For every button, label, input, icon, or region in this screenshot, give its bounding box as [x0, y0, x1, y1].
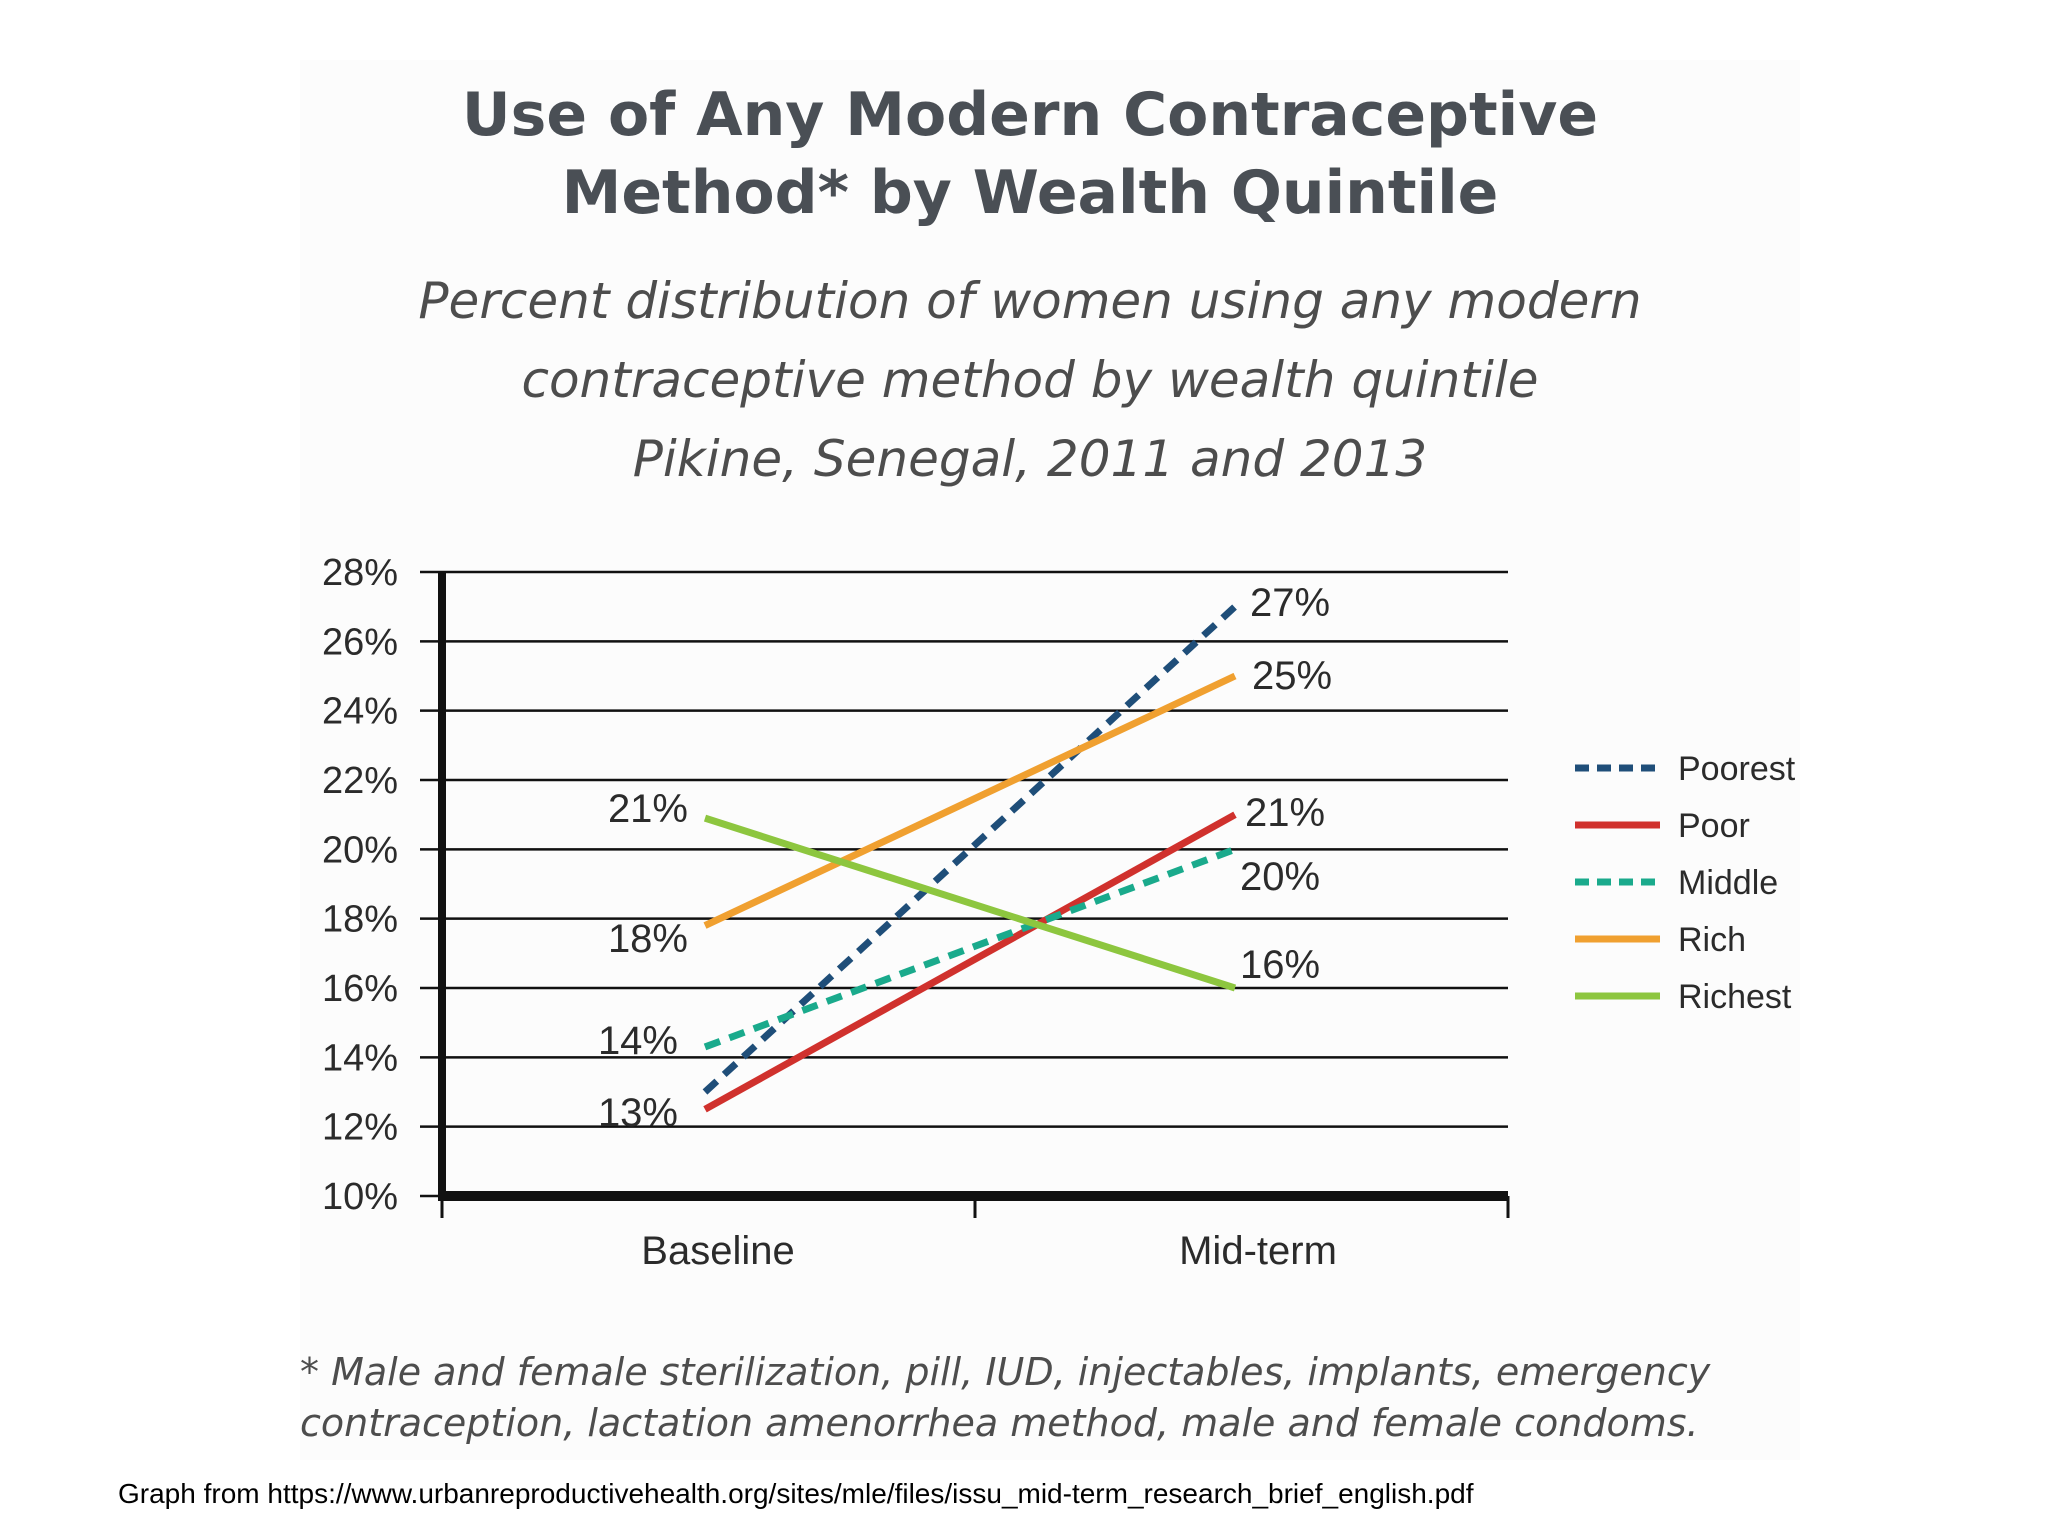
footnote: * Male and female sterilization, pill, I… — [300, 1350, 1711, 1445]
footnote-line-1: * Male and female sterilization, pill, I… — [300, 1350, 1711, 1394]
data-label-middle-baseline: 14% — [598, 1019, 678, 1063]
legend-label-rich: Rich — [1678, 921, 1746, 959]
x-category-label: Baseline — [641, 1229, 794, 1273]
chart-title: Use of Any Modern Contraceptive Method* … — [462, 80, 1598, 228]
y-tick-label: 26% — [322, 621, 398, 663]
data-label-poor-baseline: 13% — [598, 1091, 678, 1135]
legend-label-poor: Poor — [1678, 807, 1750, 845]
chart-subtitle-line-2: contraceptive method by wealth quintile — [521, 351, 1538, 409]
data-label-richest-midterm: 16% — [1240, 943, 1320, 987]
source-note: Graph from https://www.urbanreproductive… — [118, 1478, 1474, 1509]
data-label-poorest-midterm: 27% — [1250, 581, 1330, 625]
chart-title-line-1: Use of Any Modern Contraceptive — [462, 80, 1598, 150]
chart-subtitle: Percent distribution of women using any … — [418, 272, 1641, 488]
y-tick-label: 10% — [322, 1176, 398, 1218]
legend: Poorest Poor Middle Rich Richest — [1575, 750, 1796, 1016]
series-line-rich — [703, 672, 1237, 929]
x-axis-ticks: Baseline Mid-term — [440, 1196, 1510, 1273]
data-label-middle-midterm: 20% — [1240, 855, 1320, 899]
data-label-rich-baseline: 18% — [608, 917, 688, 961]
y-tick-label: 22% — [322, 760, 398, 802]
series-lines — [702, 604, 1238, 1113]
y-tick-label: 20% — [322, 829, 398, 871]
y-axis-ticks: 10% 12% 14% 16% 18% 20% 22% 24% 26% 28% — [322, 552, 398, 1218]
series-line-poorest — [702, 604, 1238, 1095]
series-line-poor — [703, 811, 1237, 1113]
series-line-richest — [703, 814, 1237, 992]
y-tick-label: 24% — [322, 691, 398, 733]
axes — [438, 572, 1508, 1201]
x-category-label: Mid-term — [1179, 1229, 1337, 1273]
legend-label-richest: Richest — [1678, 978, 1792, 1016]
chart-title-line-2: Method* by Wealth Quintile — [562, 158, 1499, 228]
data-label-rich-midterm: 25% — [1252, 654, 1332, 698]
legend-label-middle: Middle — [1678, 864, 1778, 902]
chart-subtitle-line-1: Percent distribution of women using any … — [418, 272, 1641, 330]
y-tick-label: 16% — [322, 968, 398, 1010]
data-labels: 27% 13% 21% 14% 20% 18% 25% 21% 16% — [598, 581, 1332, 1135]
y-tick-label: 18% — [322, 899, 398, 941]
data-label-poor-midterm: 21% — [1245, 791, 1325, 835]
y-tick-label: 28% — [322, 552, 398, 594]
y-tick-label: 12% — [322, 1107, 398, 1149]
chart-subtitle-line-3: Pikine, Senegal, 2011 and 2013 — [633, 430, 1427, 488]
series-line-middle — [703, 846, 1237, 1051]
y-tick-label: 14% — [322, 1037, 398, 1079]
legend-label-poorest: Poorest — [1678, 750, 1796, 788]
data-label-richest-baseline: 21% — [608, 787, 688, 831]
footnote-line-2: contraception, lactation amenorrhea meth… — [300, 1401, 1699, 1445]
gridlines — [420, 570, 1508, 1198]
